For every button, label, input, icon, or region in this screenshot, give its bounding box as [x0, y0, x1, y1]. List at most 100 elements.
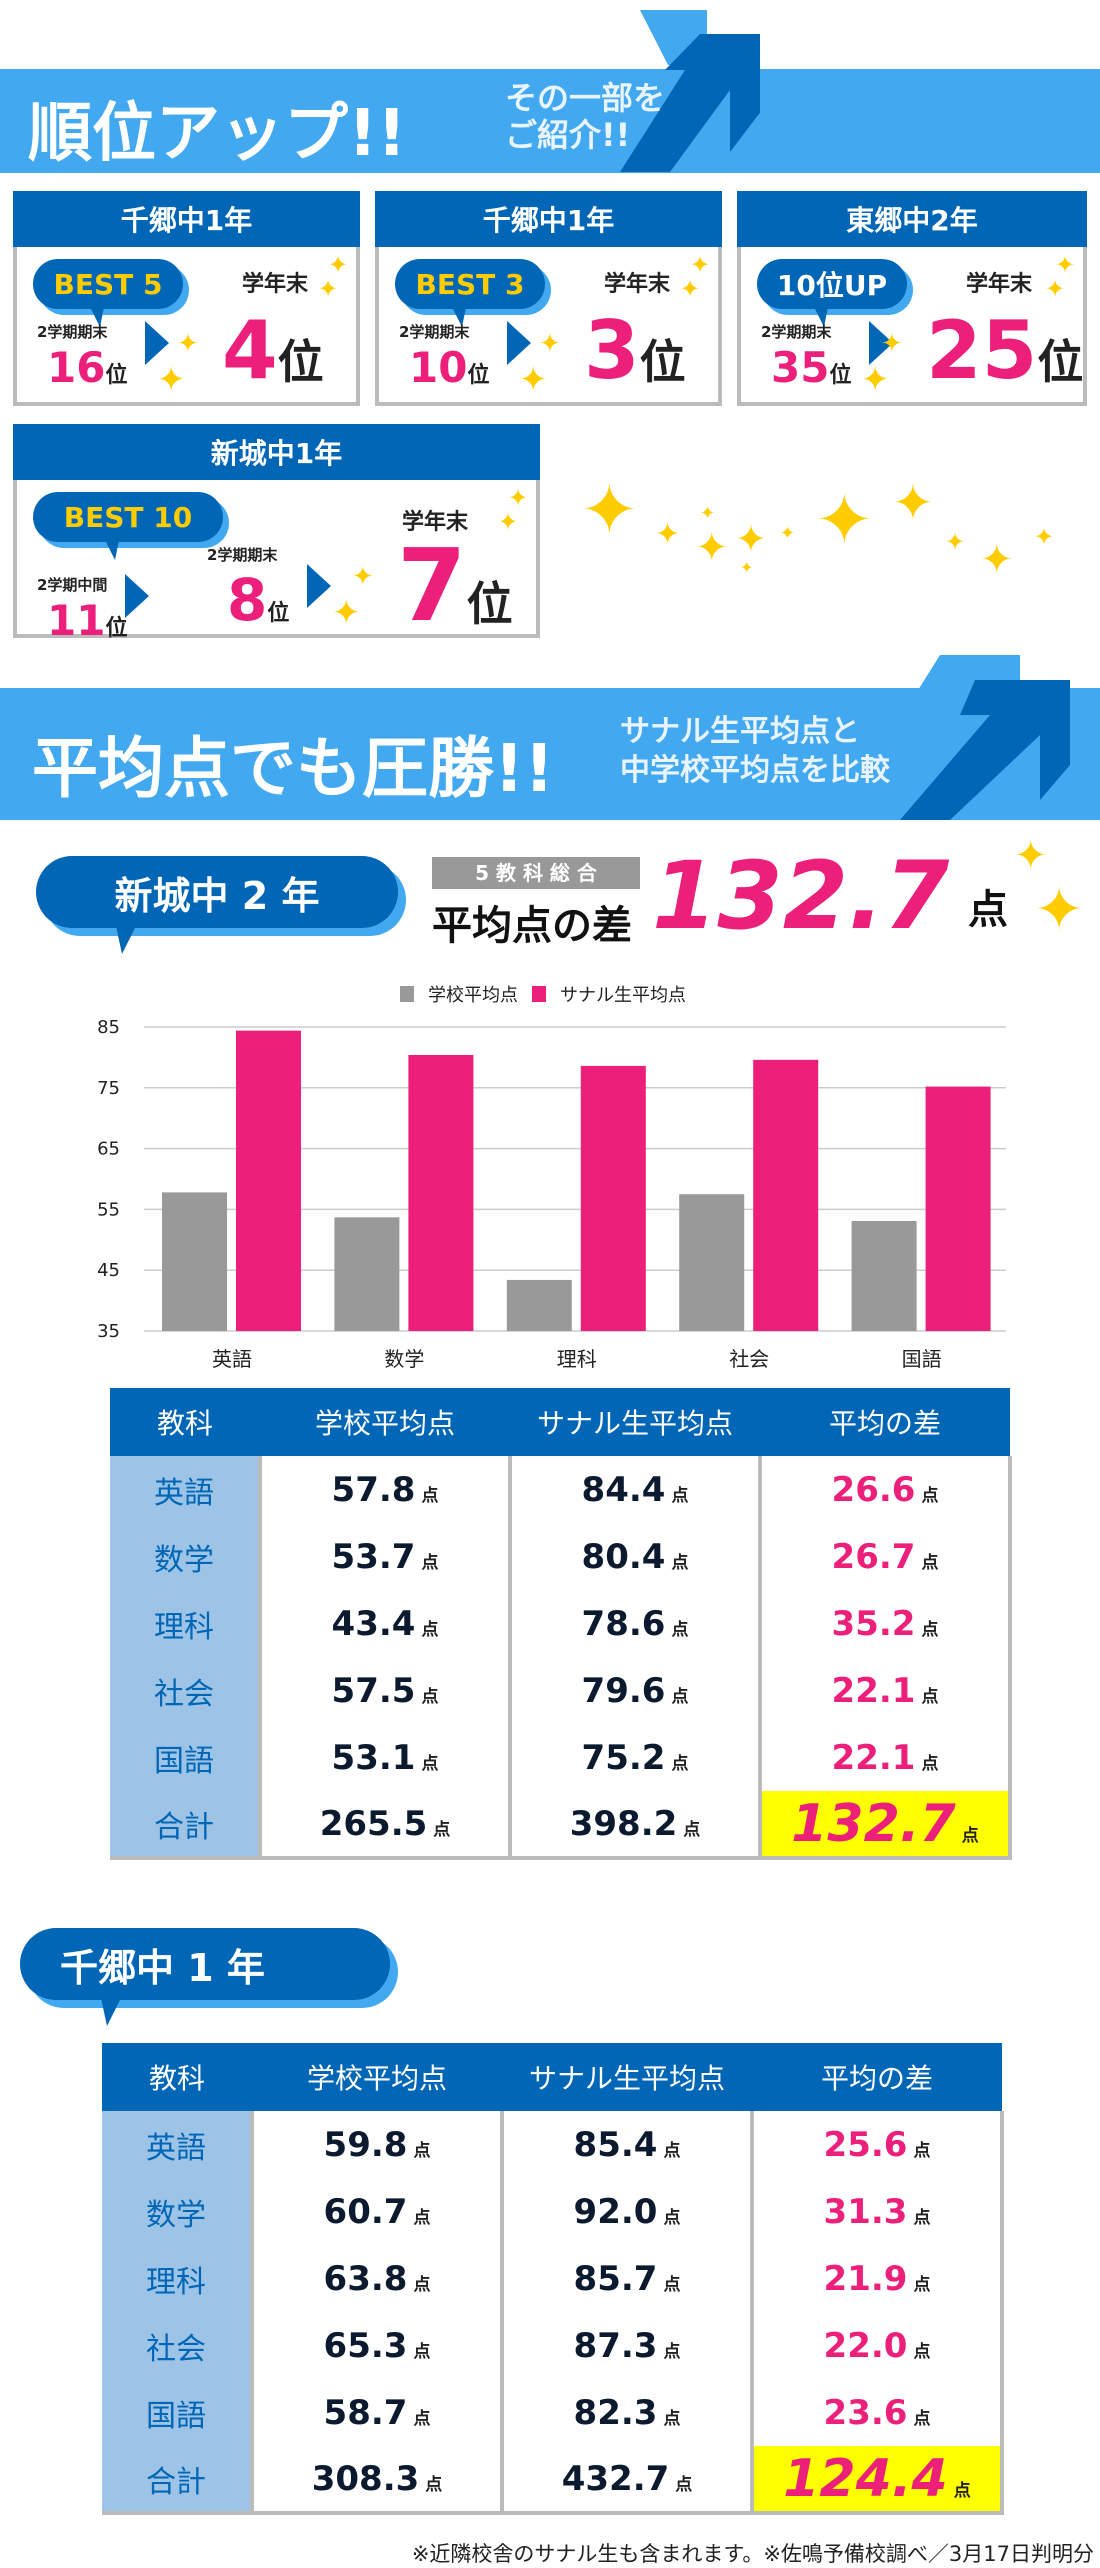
bar-chart: 85 75 65 55 45 35 英語 数学 理科 社会 国語 — [97, 1017, 1006, 1371]
table-row: 合計 265.5 点 398.2 点 132.7 点 — [110, 1791, 1012, 1860]
score-value: 84.4 — [581, 1469, 666, 1510]
subject-name: 合計 — [154, 1809, 214, 1845]
sparkle-icon: ✦ — [498, 508, 519, 536]
score-value: 308.3 — [311, 2458, 420, 2499]
subject-cell: 合計 — [102, 2446, 252, 2515]
rank-value: 8 — [227, 566, 268, 634]
subtitle-line: 中学校平均点を比較 — [620, 753, 890, 788]
score-unit: 点 — [421, 1552, 439, 1573]
score-cell: 31.3 点 — [750, 2178, 1004, 2245]
rank-card: 東郷中2年 10位UP 2学期期末 35位 学年末 25位 ✦ ✦ ✦ ✦ — [737, 191, 1087, 406]
subtitle-line: その一部を — [505, 79, 666, 117]
score-value: 63.8 — [323, 2258, 408, 2299]
chart-legend: 学校平均点 サナル生平均点 — [400, 981, 686, 1007]
score-cell: 57.5 点 — [258, 1657, 510, 1724]
score-cell: 21.9 点 — [750, 2245, 1004, 2312]
sparkle-icon: ✦ — [655, 517, 681, 552]
score-value: 65.3 — [323, 2325, 408, 2366]
score-cell: 63.8 点 — [250, 2245, 502, 2312]
y-tick-label: 65 — [97, 1139, 120, 1160]
arrow-up-right-icon — [900, 655, 1070, 820]
sparkle-icon: ✦ — [861, 360, 890, 400]
step-rank: 35位 — [771, 343, 851, 392]
subject-name: 理科 — [146, 2264, 206, 2300]
score-unit: 点 — [413, 2140, 431, 2161]
table-row: 英語 57.8 点 84.4 点 26.6 点 — [110, 1456, 1012, 1523]
average-banner — [0, 688, 1100, 820]
sparkle-icon: ✦ — [539, 329, 561, 359]
subject-name: 社会 — [154, 1676, 214, 1712]
rank-unit: 位 — [105, 616, 128, 641]
y-tick-label: 85 — [97, 1017, 120, 1038]
final-rank-unit: 位 — [277, 335, 324, 389]
step-rank: 10位 — [409, 343, 489, 392]
score-value: 22.0 — [823, 2325, 908, 2366]
comparison-table: 教科 学校平均点 サナル生平均点 平均の差 英語 57.8 点 84.4 点 26.6 点数学 53.… — [110, 1388, 1012, 1860]
score-value: 53.7 — [331, 1536, 416, 1577]
score-value: 26.7 — [831, 1536, 916, 1577]
score-value: 25.6 — [823, 2124, 908, 2165]
final-rank-value: 4 — [222, 304, 278, 397]
x-tick-label: 数学 — [384, 1347, 424, 1371]
bar-school — [506, 1279, 572, 1331]
table-row: 理科 43.4 点 78.6 点 35.2 点 — [110, 1590, 1012, 1657]
step-label: 2学期期末 — [207, 546, 278, 564]
score-cell: 65.3 点 — [250, 2312, 502, 2379]
score-value: 398.2 — [569, 1803, 678, 1844]
card-badge: BEST 5 — [33, 259, 183, 327]
rank-value: 11 — [47, 596, 106, 645]
step-label: 2学期期末 — [399, 323, 470, 341]
score-cell: 84.4 点 — [508, 1456, 760, 1523]
score-unit: 点 — [413, 2341, 431, 2362]
score-unit: 点 — [663, 2274, 681, 2295]
final-rank-unit: 位 — [466, 577, 513, 631]
score-unit: 点 — [913, 2207, 931, 2228]
score-unit: 点 — [921, 1552, 939, 1573]
final-label: 学年末 — [402, 510, 469, 535]
y-tick-label: 35 — [97, 1321, 120, 1342]
score-value: 57.8 — [331, 1469, 416, 1510]
rank-card: 千郷中1年 BEST 5 2学期期末 16位 学年末 4位 ✦ ✦ ✦ ✦ — [13, 191, 360, 406]
sparkle-icon: ✦ — [815, 479, 874, 561]
comparison-table: 教科 学校平均点 サナル生平均点 平均の差 英語 59.8 点 85.4 点 25.6 点数学 60.… — [102, 2043, 1004, 2515]
score-cell: 85.4 点 — [500, 2111, 752, 2178]
score-unit: 点 — [921, 1686, 939, 1707]
score-value: 23.6 — [823, 2392, 908, 2433]
score-unit: 点 — [913, 2341, 931, 2362]
card-badge: BEST 3 — [395, 259, 545, 327]
step-rank: 11位 — [47, 596, 127, 645]
summary-label: 平均点の差 — [432, 903, 632, 949]
score-value: 21.9 — [823, 2258, 908, 2299]
score-cell: 87.3 点 — [500, 2312, 752, 2379]
score-cell: 23.6 点 — [750, 2379, 1004, 2446]
subject-cell: 社会 — [102, 2312, 252, 2379]
step-rank: 8位 — [227, 566, 289, 634]
sparkle-icon: ✦ — [892, 474, 934, 532]
score-cell: 22.1 点 — [758, 1657, 1012, 1724]
table-row: 国語 58.7 点 82.3 点 23.6 点 — [102, 2379, 1004, 2446]
column-header: 学校平均点 — [252, 2043, 502, 2111]
final-rank: 7位 — [397, 536, 513, 636]
subject-cell: 数学 — [102, 2178, 252, 2245]
score-value: 80.4 — [581, 1536, 666, 1577]
bar-sanaru — [925, 1086, 991, 1331]
final-rank-unit: 位 — [1037, 335, 1084, 389]
score-unit: 点 — [421, 1686, 439, 1707]
score-unit: 点 — [961, 1825, 979, 1846]
subject-name: 数学 — [154, 1542, 214, 1578]
score-value: 53.1 — [331, 1737, 416, 1778]
table-row: 社会 57.5 点 79.6 点 22.1 点 — [110, 1657, 1012, 1724]
arrow-right-icon — [125, 574, 149, 618]
arrow-right-icon — [307, 564, 331, 608]
summary-value: 132.7 — [652, 842, 950, 951]
sparkle-icon: ✦ — [1045, 275, 1066, 303]
subject-cell: 理科 — [102, 2245, 252, 2312]
subject-cell: 国語 — [102, 2379, 252, 2446]
table-row: 理科 63.8 点 85.7 点 21.9 点 — [102, 2245, 1004, 2312]
sparkle-icon: ✦ — [735, 517, 767, 561]
sparkle-icon: ✦ — [328, 251, 349, 279]
score-value: 35.2 — [831, 1603, 916, 1644]
score-unit: 点 — [663, 2408, 681, 2429]
bar-school — [679, 1194, 745, 1331]
score-value: 78.6 — [581, 1603, 666, 1644]
